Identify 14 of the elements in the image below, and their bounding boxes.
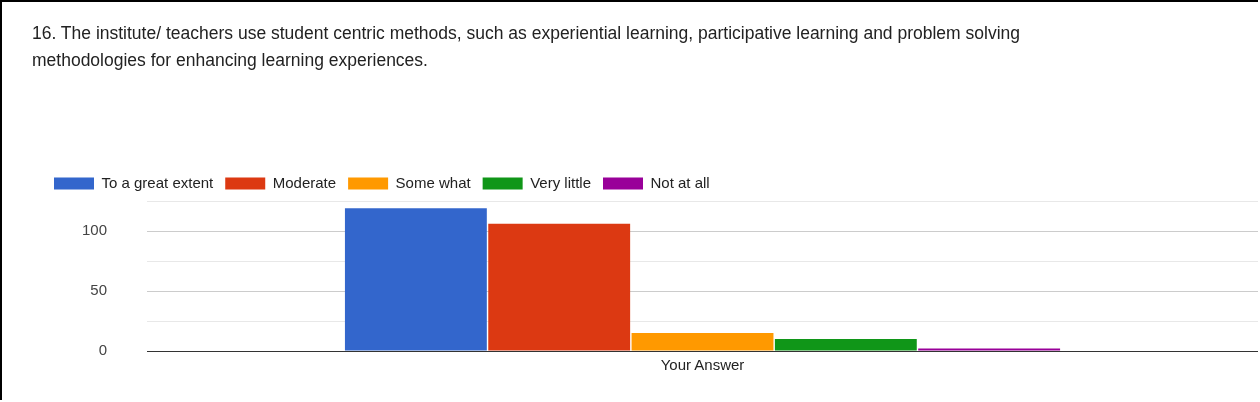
legend-label: Not at all xyxy=(650,173,710,191)
bar xyxy=(488,223,631,351)
bar xyxy=(344,208,487,351)
legend-label: To a great extent xyxy=(101,173,215,191)
legend-label: Very little xyxy=(530,173,591,191)
legend-label: Moderate xyxy=(272,173,337,191)
bar xyxy=(774,339,917,351)
bar xyxy=(631,333,774,351)
y-tick-label: 50 xyxy=(90,281,108,299)
chart-title: 16. The institute/ teachers use student centric methods, such as experiential learning, participative learning and problem solving methodologies for enhancing learning experiences. xyxy=(32,22,1021,72)
x-tick-label: Your Answer xyxy=(660,356,745,374)
y-tick-label: 0 xyxy=(98,341,108,359)
y-tick-label: 100 xyxy=(82,221,108,239)
legend-label: Some what xyxy=(395,173,472,191)
